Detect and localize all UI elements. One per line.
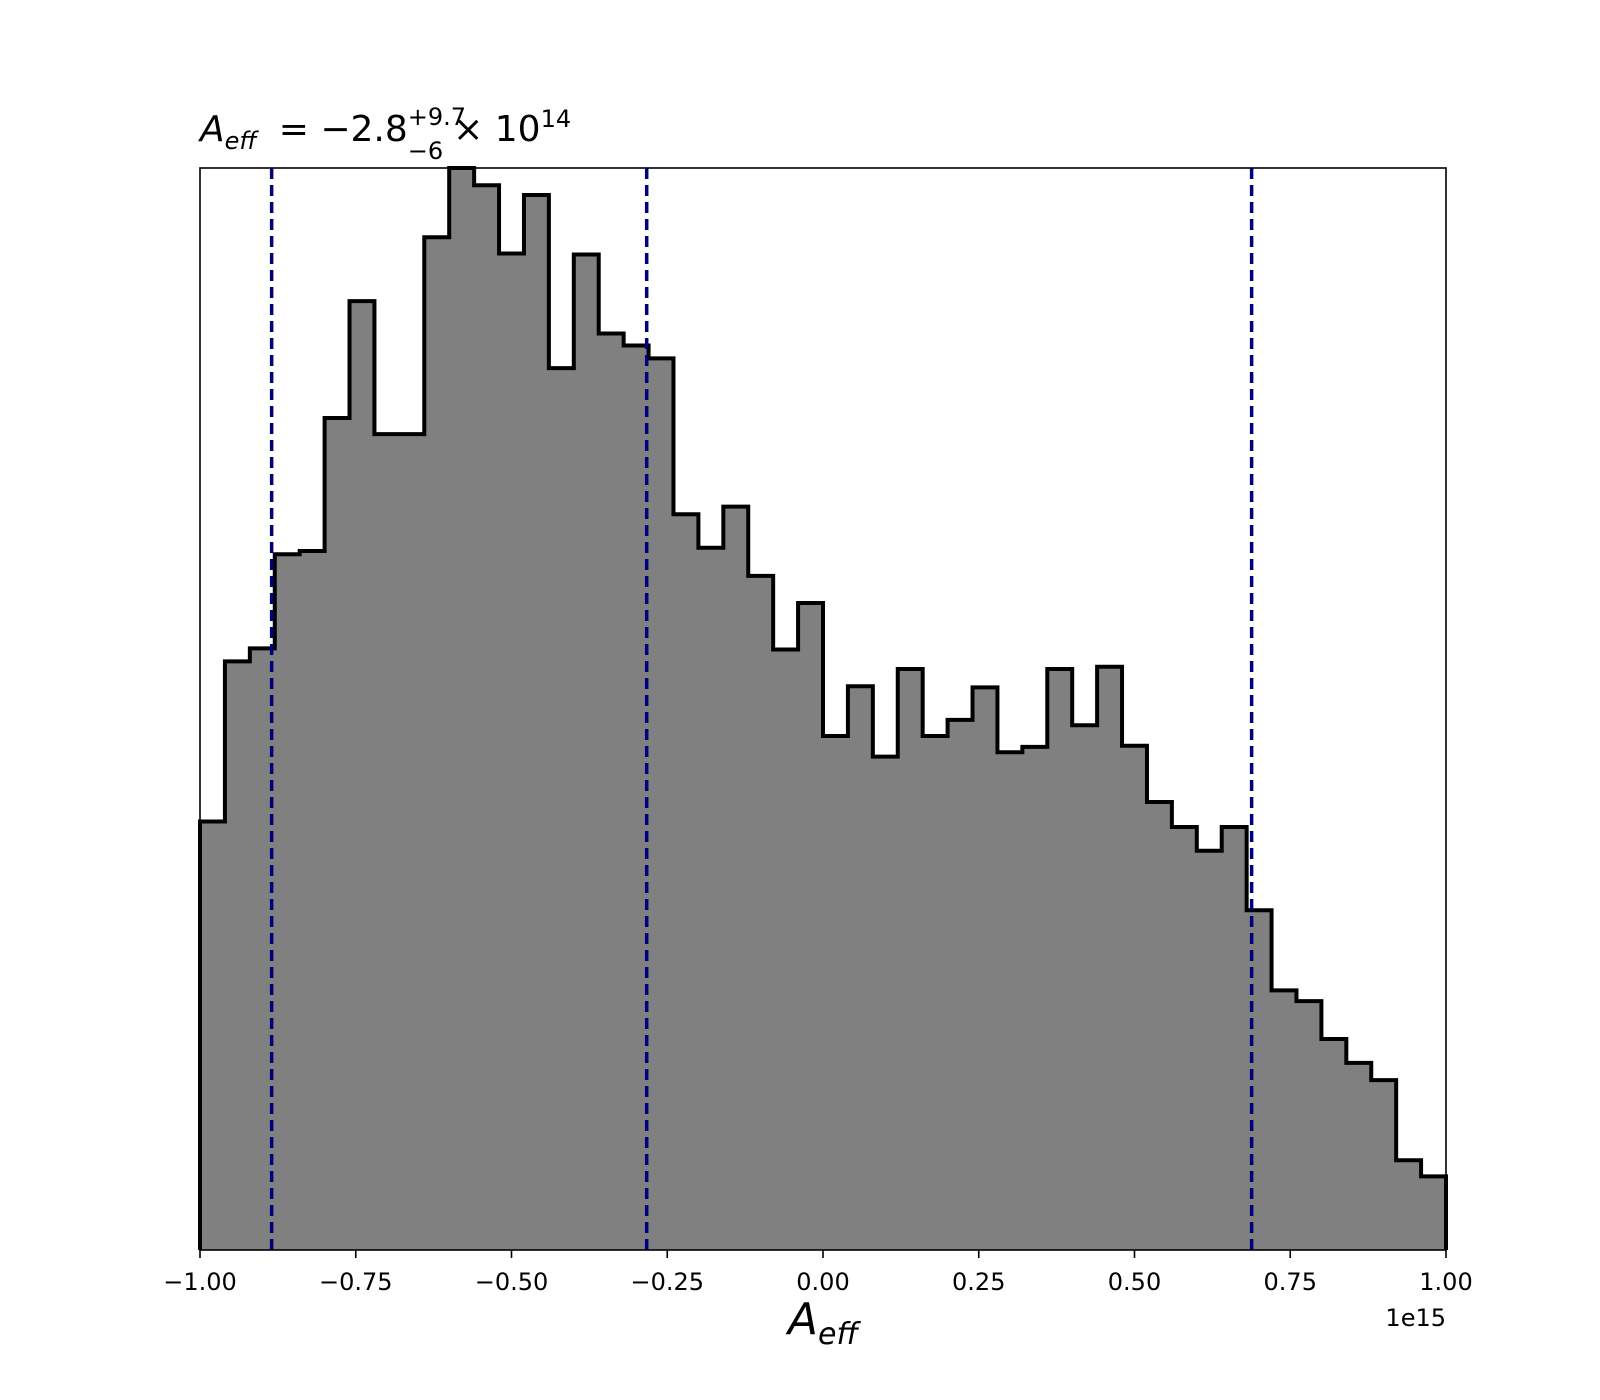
histogram-bar bbox=[648, 358, 675, 1250]
histogram-bar bbox=[1421, 1176, 1447, 1250]
histogram-bar bbox=[349, 301, 376, 1250]
histogram-bar bbox=[1047, 668, 1073, 1250]
histogram-outline-group bbox=[198, 166, 1448, 1250]
x-tick-label: 1.00 bbox=[1419, 1268, 1472, 1296]
histogram-bar bbox=[1072, 725, 1098, 1250]
histogram-bar bbox=[399, 434, 425, 1250]
histogram-bar bbox=[1346, 1062, 1372, 1250]
histogram-bar bbox=[723, 506, 749, 1250]
title-exponent: 14 bbox=[541, 105, 572, 133]
histogram-bar bbox=[523, 195, 550, 1250]
histogram-bar bbox=[1122, 745, 1148, 1250]
histogram-bar bbox=[1097, 666, 1123, 1250]
x-tick-label: 0.25 bbox=[952, 1268, 1005, 1296]
chart-title: Aeff = −2.8+9.7 −6 × 1014 bbox=[198, 103, 571, 165]
histogram-bar bbox=[299, 551, 326, 1250]
histogram-bar bbox=[748, 575, 774, 1250]
title-multiplier: × 10 bbox=[453, 109, 540, 150]
x-tick-label: 0.75 bbox=[1264, 1268, 1317, 1296]
x-tick-label: 0.50 bbox=[1108, 1268, 1161, 1296]
histogram-bar bbox=[1371, 1080, 1397, 1250]
histogram-bar bbox=[972, 687, 999, 1250]
x-axis-offset-label: 1e15 bbox=[1385, 1304, 1446, 1332]
histogram-bar bbox=[847, 686, 874, 1250]
histogram-bar bbox=[474, 185, 500, 1250]
histogram-fill bbox=[200, 168, 1447, 1251]
x-tick-label: −0.50 bbox=[475, 1268, 549, 1296]
histogram-bar bbox=[623, 345, 650, 1250]
histogram-bar bbox=[1271, 990, 1298, 1250]
histogram-bar bbox=[224, 661, 251, 1250]
x-tick-label: −0.75 bbox=[319, 1268, 393, 1296]
histogram-bar bbox=[573, 254, 600, 1250]
histogram-bar bbox=[997, 752, 1023, 1250]
histogram-bar bbox=[449, 168, 475, 1250]
histogram-bar bbox=[424, 237, 450, 1251]
x-axis-label-subscript: eff bbox=[818, 1317, 861, 1352]
x-axis-ticks: −1.00 −0.75 −0.50 −0.25 0.00 0.25 0.50 0.75 1.00 bbox=[163, 1250, 1473, 1296]
title-lower-error: −6 bbox=[408, 137, 443, 165]
title-value: = −2.8 bbox=[279, 109, 408, 150]
x-tick-label: −1.00 bbox=[163, 1268, 237, 1296]
histogram-bar bbox=[1221, 826, 1248, 1250]
histogram-bar bbox=[1246, 910, 1273, 1250]
title-symbol: A bbox=[198, 109, 225, 150]
x-tick-label: 0.00 bbox=[796, 1268, 849, 1296]
histogram-bar bbox=[673, 514, 699, 1250]
histogram-bar bbox=[499, 253, 525, 1250]
histogram-bar bbox=[598, 333, 625, 1250]
histogram-bar bbox=[773, 649, 799, 1250]
histogram-bar bbox=[1396, 1160, 1422, 1250]
histogram-outline bbox=[198, 166, 1448, 1250]
histogram-bar bbox=[200, 821, 226, 1250]
title-symbol-subscript: eff bbox=[225, 127, 260, 155]
x-axis-label-symbol: A bbox=[785, 1294, 818, 1345]
histogram-bar bbox=[897, 668, 924, 1250]
histogram-bar bbox=[698, 547, 724, 1250]
histogram-bar bbox=[1321, 1039, 1347, 1250]
histogram-bar bbox=[922, 736, 949, 1250]
histogram-bar bbox=[548, 368, 575, 1250]
histogram-bar bbox=[1296, 1001, 1322, 1250]
quantile-lines bbox=[269, 168, 1254, 1250]
histogram-bar bbox=[324, 417, 351, 1250]
histogram-bar bbox=[1196, 850, 1223, 1250]
histogram-bar bbox=[798, 602, 824, 1250]
x-axis-label: Aeff bbox=[785, 1294, 862, 1352]
histogram-bar bbox=[872, 756, 899, 1250]
histogram-bar bbox=[274, 554, 301, 1250]
histogram-bar bbox=[823, 736, 849, 1250]
histogram-bar bbox=[1171, 826, 1198, 1250]
histogram-bar bbox=[1022, 746, 1048, 1250]
title-upper-error: +9.7 bbox=[408, 103, 466, 131]
histogram-bar bbox=[947, 719, 974, 1250]
histogram-bar bbox=[374, 434, 400, 1250]
histogram-bar bbox=[1146, 802, 1173, 1250]
x-tick-label: −0.25 bbox=[630, 1268, 704, 1296]
